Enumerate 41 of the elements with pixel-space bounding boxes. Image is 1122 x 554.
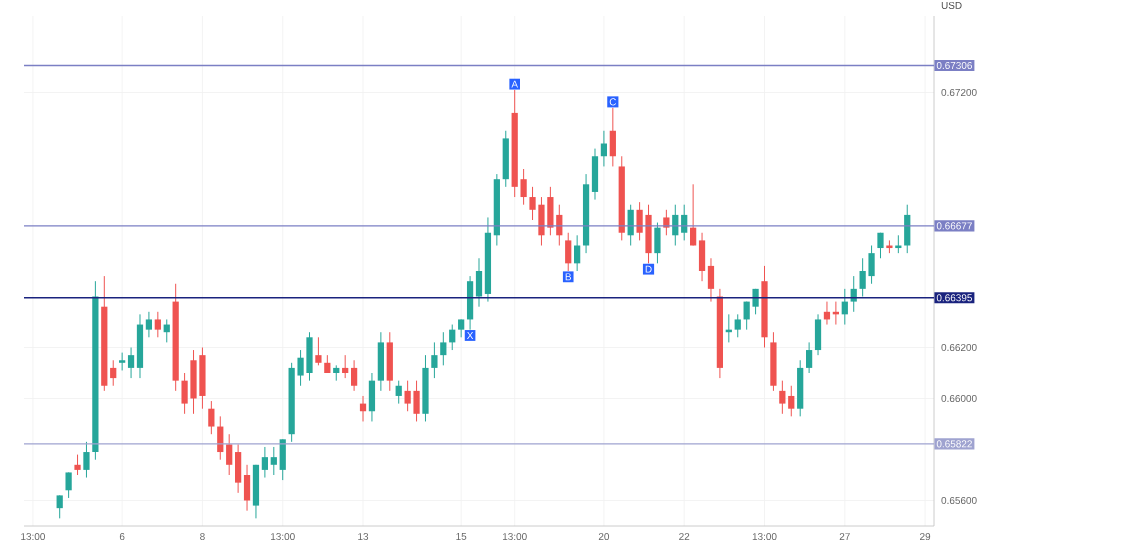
candlestick (440, 331, 447, 366)
candlestick (814, 313, 822, 356)
candlestick (386, 331, 393, 392)
candlestick (805, 341, 813, 374)
candlestick (850, 275, 857, 313)
candlestick (698, 232, 706, 282)
candlestick (466, 275, 474, 331)
candlestick (119, 352, 126, 371)
candlestick (154, 311, 161, 338)
candlestick (841, 288, 848, 326)
candlestick (734, 313, 741, 338)
candlestick (279, 438, 286, 481)
candlestick (208, 400, 215, 435)
candlestick (342, 354, 349, 379)
candlestick (502, 130, 509, 188)
candlestick (56, 494, 63, 519)
candlestick (449, 324, 456, 351)
candlestick (600, 130, 608, 167)
candlestick (350, 359, 358, 392)
candlestick (422, 354, 429, 422)
candlestick (368, 372, 376, 422)
candlestick (431, 341, 438, 379)
candlestick (574, 234, 581, 272)
candlestick (315, 336, 322, 366)
candlestick (395, 380, 402, 405)
candlestick (868, 245, 875, 285)
candlestick (413, 380, 420, 422)
candlestick (74, 454, 81, 476)
candlestick (252, 464, 260, 519)
candlestick (770, 331, 777, 392)
candlestick (877, 232, 884, 259)
candlestick (797, 359, 804, 417)
candlestick (609, 107, 616, 167)
candlestick (377, 331, 384, 392)
candlestick (654, 222, 661, 264)
candlestick (83, 441, 90, 479)
candlestick (65, 471, 72, 499)
candlestick (565, 232, 572, 272)
candlestick (904, 204, 911, 254)
candlestick (136, 313, 144, 379)
candlestick (779, 380, 786, 415)
